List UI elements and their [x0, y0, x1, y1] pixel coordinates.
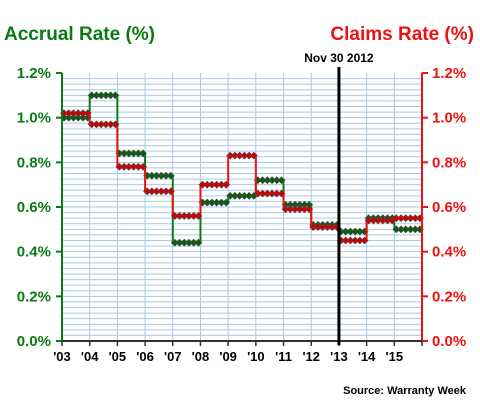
claims-point — [111, 120, 120, 129]
x-tick-label: '07 — [164, 349, 182, 364]
x-tick-label: '12 — [302, 349, 320, 364]
left-tick-label: 0.0% — [17, 333, 51, 350]
accrual-point — [139, 149, 148, 158]
right-tick-label: 0.4% — [432, 244, 466, 261]
x-tick-label: '14 — [358, 349, 376, 364]
x-tick-label: '06 — [136, 349, 154, 364]
right-tick-label: 0.0% — [432, 333, 466, 350]
claims-point — [222, 180, 231, 189]
right-tick-label: 1.2% — [432, 65, 466, 82]
x-tick-label: '11 — [275, 349, 292, 364]
x-tick-label: '05 — [109, 349, 127, 364]
right-axis-title: Claims Rate (%) — [330, 24, 474, 45]
accrual-point — [194, 238, 203, 247]
left-axis-title: Accrual Rate (%) — [4, 24, 155, 45]
left-tick-label: 0.2% — [17, 288, 51, 305]
accrual-point — [277, 176, 286, 185]
claims-point — [305, 205, 314, 214]
claims-point — [166, 187, 175, 196]
tick-labels: 0.0% 0.2% 0.4% 0.6% 0.8% 1.0% 1.2% 0.0% 0.2% 0.4%… — [17, 65, 466, 364]
x-tick-label: '13 — [330, 349, 348, 364]
axes-layer — [56, 67, 428, 346]
claims-point — [194, 212, 203, 220]
right-tick-label: 1.0% — [432, 110, 466, 127]
grid-lines — [62, 73, 422, 341]
right-tick-label: 0.2% — [432, 288, 466, 305]
x-tick-label: '08 — [192, 349, 210, 364]
left-tick-label: 0.4% — [17, 244, 51, 261]
series-layer — [60, 91, 424, 247]
left-tick-label: 1.0% — [17, 110, 51, 127]
claims-point — [360, 236, 369, 245]
claims-point — [277, 189, 286, 198]
x-tick-label: '10 — [247, 349, 265, 364]
x-tick-label: '04 — [81, 349, 99, 364]
x-tick-label: '09 — [219, 349, 237, 364]
left-tick-label: 1.2% — [17, 65, 51, 82]
accrual-point — [222, 198, 231, 207]
accrual-point — [166, 171, 175, 180]
claims-point — [83, 109, 92, 118]
left-tick-label: 0.8% — [17, 154, 51, 171]
x-tick-label: '15 — [386, 349, 404, 364]
left-tick-label: 0.6% — [17, 199, 51, 216]
claims-point — [249, 151, 258, 160]
claims-point — [139, 162, 148, 171]
right-tick-label: 0.6% — [432, 199, 466, 216]
date-annotation: Nov 30 2012 — [304, 51, 374, 65]
x-tick-label: '03 — [53, 349, 71, 364]
accrual-point — [111, 91, 120, 100]
right-tick-label: 0.8% — [432, 154, 466, 171]
source-note: Source: Warranty Week — [343, 385, 467, 397]
